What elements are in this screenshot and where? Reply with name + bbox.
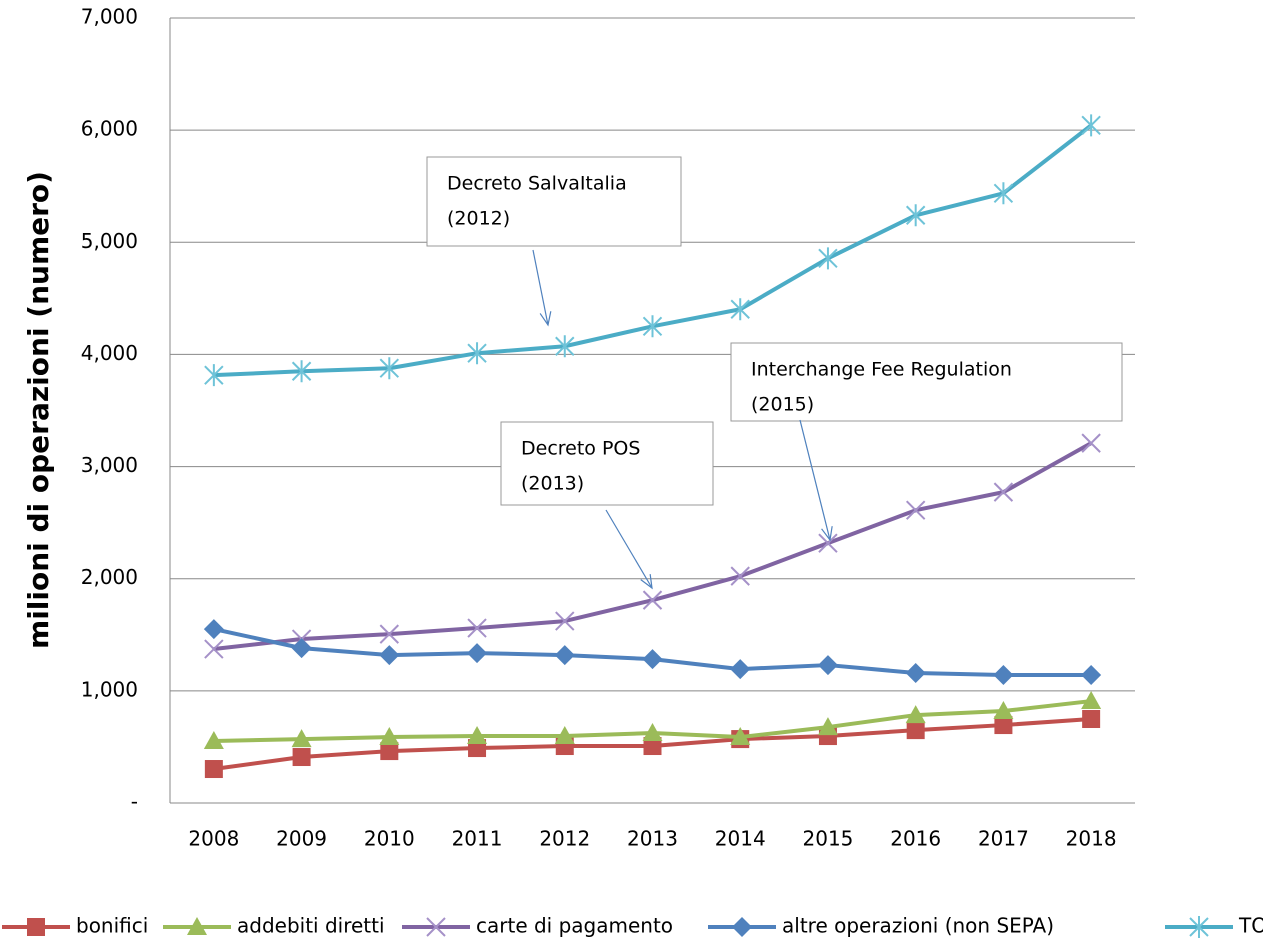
data-point bbox=[818, 247, 838, 270]
data-point bbox=[1082, 710, 1101, 729]
data-point bbox=[994, 716, 1013, 735]
legend-marker bbox=[187, 917, 207, 935]
data-point bbox=[1081, 665, 1102, 686]
legend-marker bbox=[27, 918, 45, 936]
data-point bbox=[993, 701, 1014, 720]
data-point bbox=[642, 315, 663, 338]
y-tick-label: 1,000 bbox=[81, 677, 138, 701]
data-point bbox=[379, 357, 400, 380]
x-tick-label: 2010 bbox=[364, 827, 415, 851]
data-point bbox=[204, 639, 224, 659]
data-point bbox=[292, 748, 311, 767]
data-point bbox=[291, 360, 312, 383]
data-point bbox=[905, 663, 926, 684]
legend-label: carte di pagamento bbox=[476, 914, 673, 938]
data-point bbox=[730, 727, 751, 746]
data-point bbox=[467, 643, 488, 664]
annotation-box bbox=[426, 156, 682, 247]
legend-label: altre operazioni (non SEPA) bbox=[782, 914, 1054, 938]
annotation-arrow bbox=[532, 249, 549, 326]
data-point bbox=[554, 645, 575, 666]
annotation-text: Interchange Fee Regulation bbox=[751, 359, 1012, 381]
data-point bbox=[642, 723, 663, 742]
x-tick-label: 2009 bbox=[276, 827, 327, 851]
y-tick-label: 6,000 bbox=[81, 117, 138, 141]
data-point bbox=[203, 730, 224, 749]
data-point bbox=[467, 726, 488, 745]
annotation-arrow bbox=[605, 509, 653, 589]
y-tick-label: 5,000 bbox=[81, 229, 138, 253]
annotation-text: (2012) bbox=[447, 208, 510, 230]
annotation-arrow bbox=[799, 419, 831, 541]
data-point bbox=[906, 721, 925, 740]
data-point bbox=[817, 717, 838, 736]
data-point bbox=[818, 533, 838, 553]
data-point bbox=[555, 611, 575, 631]
data-point bbox=[1081, 114, 1101, 137]
y-tick-label: 2,000 bbox=[81, 565, 138, 589]
x-tick-label: 2012 bbox=[539, 827, 590, 851]
arrow-head bbox=[539, 311, 552, 327]
annotation-text: Decreto POS bbox=[521, 438, 640, 460]
x-tick-label: 2018 bbox=[1066, 827, 1117, 851]
annotation-text: Decreto SalvaItalia bbox=[447, 173, 627, 195]
y-axis-label: milioni di operazioni (numero) bbox=[22, 171, 55, 649]
data-point bbox=[993, 482, 1014, 502]
data-point bbox=[380, 742, 399, 761]
data-point bbox=[1081, 691, 1102, 710]
data-point bbox=[554, 726, 575, 745]
data-point bbox=[291, 638, 312, 659]
x-tick-label: 2015 bbox=[803, 827, 854, 851]
legend-label: addebiti diretti bbox=[237, 914, 385, 938]
legend-label: TOTALE bbox=[1238, 914, 1263, 938]
y-tick-label: - bbox=[131, 790, 138, 814]
annotation-box bbox=[730, 342, 1123, 422]
data-point bbox=[993, 182, 1014, 205]
x-tick-label: 2016 bbox=[890, 827, 941, 851]
arrow-head bbox=[640, 574, 653, 590]
data-point bbox=[905, 500, 926, 520]
data-point bbox=[204, 364, 224, 387]
arrow-head bbox=[821, 526, 833, 542]
data-point bbox=[905, 705, 926, 724]
data-point bbox=[817, 655, 838, 676]
data-point bbox=[379, 727, 400, 746]
data-point bbox=[555, 335, 575, 358]
y-tick-label: 4,000 bbox=[81, 341, 138, 365]
annotation-box bbox=[500, 421, 714, 506]
data-point bbox=[993, 665, 1014, 686]
data-point bbox=[203, 619, 224, 640]
legend-marker bbox=[426, 917, 446, 937]
x-tick-label: 2011 bbox=[452, 827, 503, 851]
data-point bbox=[204, 760, 223, 779]
x-tick-label: 2014 bbox=[715, 827, 766, 851]
x-tick-label: 2013 bbox=[627, 827, 678, 851]
data-point bbox=[467, 618, 487, 638]
legend-marker bbox=[732, 917, 752, 937]
data-point bbox=[379, 624, 400, 644]
y-tick-label: 3,000 bbox=[81, 453, 138, 477]
data-point bbox=[730, 298, 750, 321]
data-point bbox=[730, 659, 751, 680]
annotation-text: (2015) bbox=[751, 394, 814, 416]
data-point bbox=[1081, 433, 1101, 453]
data-point bbox=[642, 590, 663, 610]
x-tick-label: 2008 bbox=[188, 827, 239, 851]
legend-label: bonifici bbox=[76, 914, 148, 938]
data-point bbox=[379, 645, 400, 666]
y-tick-label: 7,000 bbox=[81, 5, 138, 29]
x-tick-label: 2017 bbox=[978, 827, 1029, 851]
data-point bbox=[730, 566, 750, 586]
data-point bbox=[291, 729, 312, 748]
legend-marker bbox=[1189, 916, 1209, 938]
data-point bbox=[643, 737, 662, 756]
data-point bbox=[467, 342, 487, 365]
data-point bbox=[905, 204, 926, 227]
annotation-text: (2013) bbox=[521, 473, 584, 495]
data-point bbox=[642, 649, 663, 670]
